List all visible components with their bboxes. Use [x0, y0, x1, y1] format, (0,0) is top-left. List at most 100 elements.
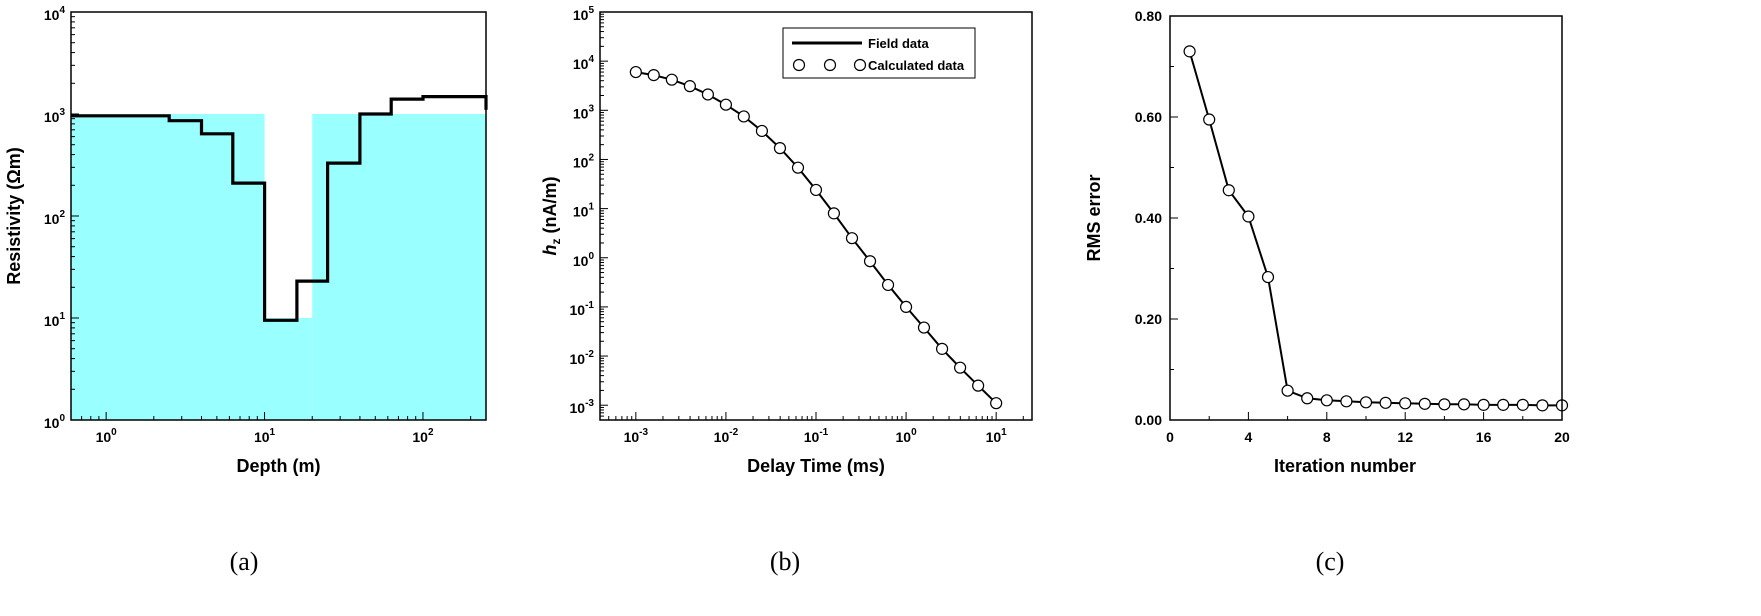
x-tick-label-base: 10	[896, 429, 912, 445]
y-tick-label-base: 10	[573, 7, 589, 23]
rms-point	[1261, 270, 1275, 284]
x-tick-label: 101	[986, 427, 1008, 445]
y-tick-label-exponent: 0	[588, 251, 594, 262]
true-model-layer	[312, 114, 486, 420]
x-tick-label-exponent: 0	[111, 427, 117, 438]
x-tick-label-base: 10	[714, 429, 730, 445]
x-tick-label: 10-3	[624, 427, 649, 445]
axis-ticks: 0 4 8 12 16 20 0.00 0.20 0.40 0.60 0.80	[1135, 8, 1570, 445]
legend-marker	[823, 58, 837, 72]
x-tick-label-base: 10	[986, 429, 1002, 445]
y-tick-label-base: 10	[573, 105, 589, 121]
y-tick-label: 103	[573, 103, 595, 121]
y-tick-label: 0.80	[1135, 8, 1162, 24]
rms-point	[1301, 392, 1314, 405]
legend: Field data Calculated data	[782, 27, 976, 79]
y-tick-label-exponent: 3	[588, 103, 594, 114]
calculated-data-point	[899, 300, 913, 314]
y-tick-label-exponent: -2	[585, 349, 594, 360]
y-tick-label: 100	[573, 251, 595, 269]
panel-label: (c)	[1316, 547, 1345, 576]
x-tick-label: 20	[1554, 429, 1570, 445]
calculated-data-point	[701, 88, 715, 101]
x-tick-label-exponent: 1	[1001, 427, 1007, 438]
calculated-data-point	[954, 361, 967, 374]
x-tick-label-base: 10	[254, 429, 270, 445]
y-tick-label-exponent: 2	[59, 209, 65, 220]
panel-label: (a)	[230, 547, 259, 576]
y-tick-label: 102	[573, 152, 595, 170]
chart-panel-b: 10-3 10-2 10-1 100 10110-310-210-11001011021…	[540, 5, 1033, 576]
legend-marker	[792, 58, 806, 72]
calculated-data-point	[719, 98, 733, 111]
x-tick-label: 100	[96, 427, 118, 445]
x-tick-label-exponent: 1	[270, 427, 276, 438]
y-tick-label-base: 10	[44, 415, 60, 431]
x-tick-label: 10-1	[804, 427, 829, 445]
rms-point	[1418, 397, 1431, 410]
y-tick-label: 10-3	[570, 398, 595, 416]
panel-label: (b)	[770, 547, 800, 576]
calculated-data-point	[863, 255, 877, 268]
calculated-data-point	[665, 73, 678, 86]
rms-point	[1438, 398, 1451, 411]
rms-point	[1242, 210, 1255, 223]
y-tick-label: 104	[573, 54, 595, 72]
rms-point	[1340, 395, 1353, 408]
y-tick-label: 105	[573, 5, 595, 23]
rms-point	[1477, 398, 1490, 411]
y-tick-label-exponent: 5	[588, 5, 594, 16]
y-tick-label-base: 10	[573, 253, 589, 269]
legend-label-field: Field data	[868, 36, 929, 51]
y-axis-title-main: h	[540, 245, 560, 256]
y-axis-title: RMS error	[1084, 174, 1104, 261]
x-tick-label-exponent: -2	[729, 427, 738, 438]
x-tick-label-exponent: 0	[911, 427, 917, 438]
x-tick-label-exponent: -1	[819, 427, 828, 438]
y-tick-label-base: 10	[573, 204, 589, 220]
calculated-data-point	[683, 80, 696, 93]
x-tick-label: 4	[1245, 429, 1253, 445]
calculated-data-point	[935, 342, 949, 355]
x-tick-label-base: 10	[804, 429, 820, 445]
y-tick-label: 10-2	[570, 349, 595, 367]
rms-point	[1320, 394, 1333, 407]
rms-point	[1281, 384, 1294, 397]
y-axis-title: Resistivity (Ωm)	[4, 147, 24, 284]
x-tick-label: 101	[254, 427, 276, 445]
calculated-data-point	[917, 321, 931, 334]
y-tick-label-exponent: 1	[588, 202, 594, 213]
y-tick-label-base: 10	[573, 56, 589, 72]
legend-box	[782, 27, 976, 79]
axis-ticks: 10-3 10-2 10-1 100 10110-310-210-11001011021…	[570, 5, 1024, 445]
rms-path	[1188, 51, 1562, 407]
y-axis-title-subscript: z	[549, 239, 563, 245]
y-tick-label: 0.60	[1135, 109, 1162, 125]
x-tick-label-base: 10	[624, 429, 640, 445]
y-tick-label-exponent: 4	[588, 54, 594, 65]
x-tick-label: 100	[896, 427, 918, 445]
calculated-data-point	[647, 69, 660, 82]
rms-line	[1188, 51, 1562, 407]
x-axis-title: Depth (m)	[237, 456, 321, 476]
y-tick-label-base: 10	[570, 302, 586, 318]
y-tick-label: 101	[44, 311, 66, 329]
rms-point	[1497, 398, 1510, 411]
x-tick-label: 0	[1166, 429, 1174, 445]
inverted-model-path	[71, 94, 488, 322]
true-model-layer	[264, 318, 313, 420]
legend-marker	[853, 58, 867, 72]
rms-point	[1536, 399, 1549, 412]
y-axis-title: hz (nA/m)	[540, 177, 563, 256]
y-tick-label-base: 10	[570, 351, 586, 367]
y-tick-label: 10-1	[570, 300, 595, 318]
x-tick-label: 16	[1476, 429, 1492, 445]
x-axis-title: Delay Time (ms)	[747, 456, 885, 476]
y-tick-label-exponent: 2	[588, 152, 594, 163]
y-tick-label-exponent: 4	[59, 5, 65, 16]
calculated-data-point	[845, 232, 859, 245]
calculated-data-point	[755, 124, 769, 138]
y-tick-label: 0.40	[1135, 210, 1162, 226]
